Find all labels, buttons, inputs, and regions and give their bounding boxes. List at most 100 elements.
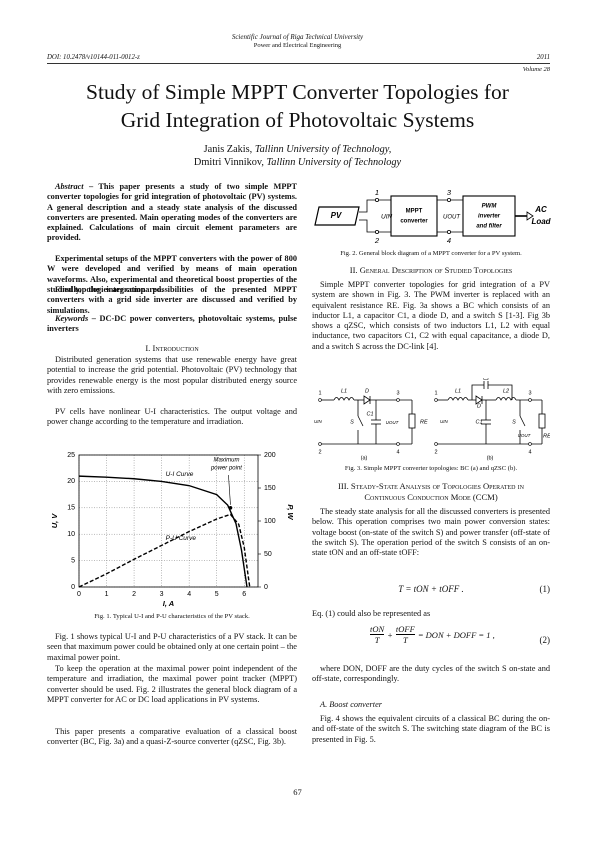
- label: 4: [447, 236, 451, 245]
- label: UOUT: [386, 420, 400, 425]
- x-tick-label: 3: [160, 591, 164, 598]
- label: converter: [400, 219, 428, 225]
- paragraph: Fig. 4 shows the equivalent circuits of …: [312, 714, 550, 744]
- label: 2: [374, 236, 380, 245]
- abstract-paragraph: Experimental setups of the MPPT converte…: [47, 254, 297, 294]
- x-tick-label: 6: [242, 591, 246, 598]
- keywords-text: – DC-DC power converters, photovoltaic s…: [47, 314, 297, 334]
- label: C1: [366, 411, 373, 417]
- label: L1: [455, 388, 461, 394]
- series-line: [78, 513, 251, 588]
- paragraph: Simple MPPT converter topologies for gri…: [312, 280, 550, 351]
- doi: DOI: 10.2478/v10144-011-0012-z: [47, 54, 140, 61]
- subsection-heading: A. Boost converter: [320, 700, 382, 709]
- equation-number: (2): [539, 635, 551, 645]
- y-tick-label: 0: [71, 584, 75, 591]
- figure-1: 0 1 2 3 4 5 6 0 5 10 15 20 25 0 50 100 150 200 I, A U, V P, …: [50, 452, 295, 608]
- figure-3: 1 2 3 4 L1 D S C1 UOUT RE UIN (a) 1 2 3 …: [314, 378, 550, 461]
- label: RE: [420, 419, 428, 425]
- label: PV: [331, 211, 342, 220]
- y-tick-label: 10: [67, 531, 75, 538]
- fraction: tON T: [370, 624, 385, 645]
- caption: Fig. 1. Typical U-I and P-U characterist…: [94, 613, 250, 620]
- affiliation: Tallinn University of Technology,: [254, 144, 392, 155]
- label: and filter: [476, 224, 502, 230]
- volume: Volume 28: [522, 66, 550, 73]
- paragraph: PV cells have nonlinear U-I characterist…: [47, 407, 297, 427]
- paragraph: Eq. (1) could also be represented as: [312, 609, 431, 618]
- label: L2: [503, 388, 509, 394]
- y2-tick-label: 100: [264, 518, 276, 525]
- paragraph: where DON, DOFF are the duty cycles of t…: [312, 664, 550, 684]
- abstract-label: Abstract: [55, 182, 84, 191]
- title-line: Study of Simple MPPT Converter Topologie…: [86, 80, 509, 104]
- label: RE: [543, 433, 550, 439]
- denominator: T: [403, 635, 408, 645]
- label: 3: [396, 390, 399, 396]
- section-heading: III. Steady-State Analysis of Topologies…: [338, 481, 524, 502]
- label: UIN: [381, 214, 393, 221]
- label: D: [477, 403, 481, 409]
- label: PWM: [482, 204, 498, 210]
- y-tick-label: 5: [71, 557, 75, 564]
- title-line: Grid Integration of Photovoltaic Systems: [120, 108, 475, 132]
- label: UIN: [440, 419, 449, 424]
- label: (b): [487, 455, 494, 461]
- numerator: tOFF: [395, 624, 415, 635]
- label: 2: [318, 449, 321, 455]
- page-number: 67: [293, 787, 302, 797]
- y2-tick-label: 200: [264, 452, 276, 459]
- label: 4: [396, 449, 399, 455]
- x-tick-label: 2: [132, 591, 136, 598]
- paragraph: The steady state analysis for all the di…: [312, 507, 550, 558]
- caption: Fig. 2. General block diagram of a MPPT …: [340, 250, 522, 257]
- label: 1: [434, 390, 437, 396]
- abstract-text: – This paper presents a study of two sim…: [47, 182, 297, 243]
- label: inverter: [478, 214, 501, 220]
- paragraph: Distributed generation systems that use …: [47, 355, 297, 395]
- y-tick-label: 20: [67, 478, 75, 485]
- caption: Fig. 3. Simple MPPT converter topologies…: [344, 465, 518, 472]
- author: Dmitri Vinnikov, Tallinn University of T…: [0, 156, 595, 169]
- label: (a): [361, 455, 368, 461]
- label: 1: [318, 390, 321, 396]
- author-name: Dmitri Vinnikov,: [193, 157, 267, 168]
- operator: +: [387, 629, 393, 640]
- label: D: [365, 388, 369, 394]
- y-tick-label: 15: [67, 505, 75, 512]
- abstract: Abstract – This paper presents a study o…: [47, 182, 297, 244]
- year: 2011: [536, 54, 550, 61]
- x-tick-label: 1: [105, 591, 109, 598]
- series-line: [78, 475, 248, 588]
- y2-tick-label: 150: [264, 485, 276, 492]
- label: UIN: [314, 419, 323, 424]
- x-tick-label: 0: [77, 591, 81, 598]
- label: 1: [375, 190, 379, 197]
- annotation-arrow: [228, 474, 231, 505]
- paragraph: Fig. 1 shows typical U-I and P-U charact…: [47, 632, 297, 662]
- affiliation: Tallinn University of Technology: [266, 157, 402, 168]
- label: L1: [341, 388, 347, 394]
- max-power-point: [228, 506, 233, 510]
- keywords-label: Keywords: [55, 314, 89, 323]
- label: 3: [528, 390, 531, 396]
- label: UOUT: [443, 215, 461, 221]
- x-tick-label: 4: [187, 591, 191, 598]
- label: 4: [528, 449, 531, 455]
- subjournal: Power and Electrical Engineering: [253, 42, 342, 49]
- label: S: [350, 419, 354, 425]
- label: 2: [434, 449, 437, 455]
- label: 3: [447, 190, 452, 197]
- author: Janis Zakis, Tallinn University of Techn…: [0, 143, 595, 156]
- series-label: U-I Curve: [166, 471, 194, 478]
- equation-number: (1): [539, 584, 551, 594]
- equation-text: = DON + DOFF = 1 ,: [417, 629, 495, 640]
- denominator: T: [374, 635, 380, 645]
- paragraph: To keep the operation at the maximal pow…: [47, 664, 297, 704]
- x-axis-label: I, A: [163, 599, 174, 608]
- plot-frame: [78, 454, 259, 588]
- equation: tON T + tOFF T = DON + DOFF = 1 ,: [370, 624, 495, 645]
- figure-2: PV 1 2 UIN MPPT converter 3 4 UOUT PWM i…: [314, 190, 551, 245]
- title: Study of Simple MPPT Converter Topologie…: [0, 78, 595, 134]
- y2-axis-label: P, W: [286, 504, 295, 520]
